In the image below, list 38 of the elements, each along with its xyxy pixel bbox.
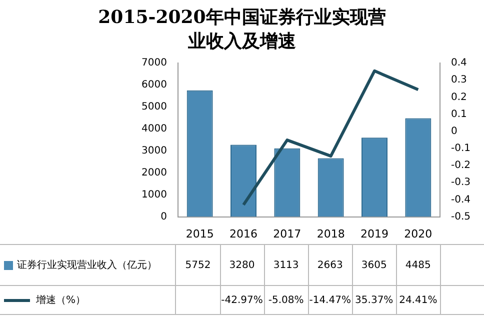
legend-label: 证券行业实现营业收入（亿元） bbox=[17, 258, 157, 272]
y-tick-label: 6000 bbox=[142, 80, 167, 91]
data-label: 2663 bbox=[308, 245, 352, 285]
y-tick-label: 2000 bbox=[142, 167, 167, 178]
x-tick-label: 2015 bbox=[186, 227, 214, 240]
x-tick-label: 2020 bbox=[404, 227, 432, 240]
x-tick-label: 2016 bbox=[230, 227, 258, 240]
legend-label: 增速（%） bbox=[36, 294, 86, 307]
data-label: 5752 bbox=[175, 245, 220, 285]
y2-tick-label: 0.2 bbox=[451, 92, 467, 103]
x-tick-label: 2019 bbox=[360, 227, 388, 240]
y2-tick-label: -0.3 bbox=[451, 177, 471, 188]
y2-tick-label: 0.3 bbox=[451, 74, 467, 86]
y2-tick-label: -0.4 bbox=[451, 194, 471, 206]
y-tick-label: 4000 bbox=[142, 124, 167, 135]
y-tick-label: 3000 bbox=[142, 145, 167, 156]
chart-title: 2015-2020年中国证券行业实现营业收入及增速 bbox=[97, 6, 387, 54]
y2-tick-label: 0.4 bbox=[451, 58, 467, 69]
y2-tick-label: 0 bbox=[451, 126, 458, 137]
y2-tick-label: -0.2 bbox=[451, 160, 471, 172]
y2-tick-label: -0.5 bbox=[451, 211, 471, 222]
data-label: 3605 bbox=[352, 245, 396, 285]
data-label: 35.37% bbox=[352, 286, 396, 314]
data-label: 24.41% bbox=[396, 286, 440, 314]
data-label: 3113 bbox=[264, 245, 308, 285]
y-tick-label: 0 bbox=[160, 211, 167, 222]
y-tick-label: 5000 bbox=[142, 102, 167, 113]
x-tick-label: 2017 bbox=[273, 227, 302, 240]
data-label: 4485 bbox=[396, 245, 440, 285]
x-tick-label: 2018 bbox=[316, 227, 345, 240]
data-label: -14.47% bbox=[308, 286, 352, 314]
y2-tick-label: -0.1 bbox=[451, 143, 471, 154]
y-tick-label: 1000 bbox=[142, 189, 167, 200]
data-label: 3280 bbox=[220, 245, 264, 285]
data-label: -42.97% bbox=[220, 286, 264, 314]
y-tick-label: 7000 bbox=[142, 58, 167, 69]
y2-tick-label: 0.1 bbox=[451, 108, 467, 120]
data-label: -5.08% bbox=[264, 286, 308, 314]
